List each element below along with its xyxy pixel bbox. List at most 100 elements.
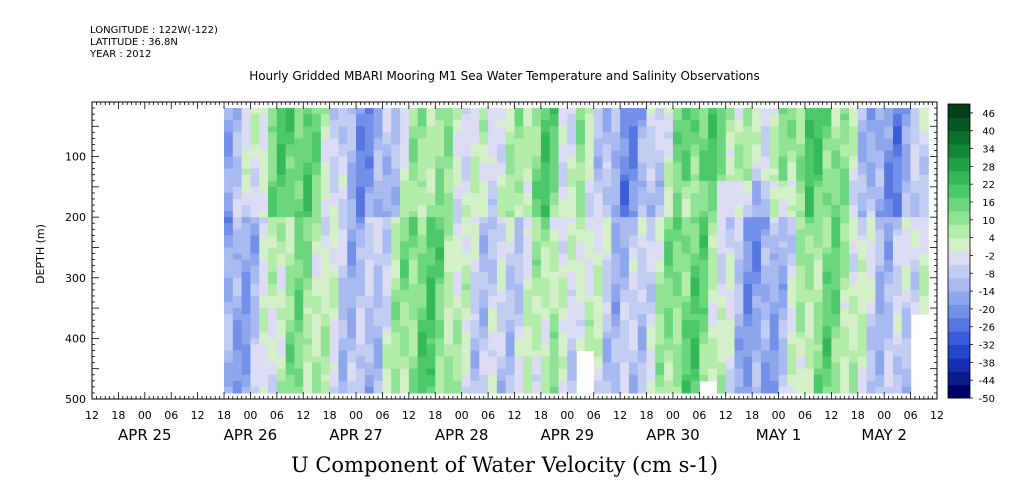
heat-cell xyxy=(866,211,876,218)
heat-cell xyxy=(285,302,296,309)
heat-cell xyxy=(699,198,709,206)
heat-cell xyxy=(760,198,771,206)
heat-cell xyxy=(593,126,604,133)
heat-cell xyxy=(294,259,304,267)
heat-cell xyxy=(558,295,568,303)
heat-cell xyxy=(848,241,859,249)
heat-cell xyxy=(356,265,366,273)
heat-cell xyxy=(461,211,472,218)
heat-cell xyxy=(637,356,648,364)
heat-cell xyxy=(813,277,824,285)
heat-cell xyxy=(356,338,366,346)
x-day-label: APR 28 xyxy=(435,426,489,444)
heat-cell xyxy=(866,229,876,236)
heat-cell xyxy=(347,205,357,212)
heat-cell xyxy=(259,265,269,273)
heat-cell xyxy=(488,302,498,309)
heat-cell xyxy=(699,265,709,273)
heat-cell xyxy=(804,217,815,224)
heat-cell xyxy=(857,386,868,394)
heat-cell xyxy=(593,235,604,243)
heat-cell xyxy=(664,120,674,127)
heat-cell xyxy=(444,368,454,376)
heat-cell xyxy=(356,108,366,115)
heat-cell xyxy=(461,362,472,370)
heat-cell xyxy=(224,271,234,279)
heat-cell xyxy=(848,368,859,376)
heat-cell xyxy=(496,223,507,230)
heat-cell xyxy=(452,211,463,218)
heat-cell xyxy=(646,150,656,158)
heat-cell xyxy=(532,132,542,139)
heat-cell xyxy=(268,132,278,139)
heat-cell xyxy=(505,150,516,158)
heat-cell xyxy=(567,344,577,352)
heat-cell xyxy=(848,253,859,261)
heat-cell xyxy=(734,144,744,152)
heat-cell xyxy=(505,174,516,182)
heat-cell xyxy=(875,247,885,255)
heat-cell xyxy=(901,283,912,291)
heat-cell xyxy=(831,380,841,388)
heat-cell xyxy=(232,332,243,339)
heat-cell xyxy=(655,308,665,315)
heat-cell xyxy=(602,217,612,224)
heat-cell xyxy=(408,380,419,388)
heat-cell xyxy=(628,362,639,370)
heat-cell xyxy=(655,253,665,261)
heat-cell xyxy=(716,302,727,309)
heat-cell xyxy=(408,241,419,249)
heat-cell xyxy=(470,186,480,194)
heat-cell xyxy=(848,174,859,182)
heat-cell xyxy=(567,138,577,146)
heat-cell xyxy=(672,156,683,164)
heat-cell xyxy=(760,247,771,255)
heat-cell xyxy=(848,205,859,212)
heat-cell xyxy=(540,368,551,376)
heat-cell xyxy=(558,144,568,152)
heat-cell xyxy=(347,229,357,236)
heat-cell xyxy=(655,386,665,394)
heat-cell xyxy=(690,368,700,376)
heat-cell xyxy=(884,302,894,309)
heat-cell xyxy=(804,186,815,194)
heat-cell xyxy=(241,114,252,121)
heat-cell xyxy=(558,289,568,297)
heat-cell xyxy=(646,180,656,188)
heat-cell xyxy=(875,368,885,376)
heat-cell xyxy=(655,235,665,243)
heat-cell xyxy=(294,253,304,261)
heat-cell xyxy=(857,247,868,255)
heat-cell xyxy=(884,295,894,303)
heat-cell xyxy=(364,350,375,358)
heat-cell xyxy=(655,283,665,291)
heat-cell xyxy=(452,156,463,164)
heat-cell xyxy=(356,314,366,321)
heat-cell xyxy=(681,120,692,127)
heat-cell xyxy=(875,326,885,333)
heat-cell xyxy=(892,205,903,212)
heat-cell xyxy=(884,223,894,230)
heat-cell xyxy=(646,326,656,333)
heat-cell xyxy=(734,247,744,255)
heat-cell xyxy=(250,350,260,358)
heat-cell xyxy=(479,271,489,279)
heat-cell xyxy=(901,259,912,267)
heat-cell xyxy=(848,217,859,224)
heat-cell xyxy=(910,114,920,121)
heat-cell xyxy=(778,277,788,285)
heat-cell xyxy=(417,344,428,352)
heat-cell xyxy=(734,277,744,285)
heat-cell xyxy=(655,180,665,188)
heat-cell xyxy=(769,235,780,243)
heat-cell xyxy=(822,283,832,291)
heat-cell xyxy=(866,168,876,176)
heat-cell xyxy=(408,150,419,158)
heat-cell xyxy=(532,198,542,206)
heat-cell xyxy=(435,198,445,206)
heat-cell xyxy=(567,235,577,243)
heat-cell xyxy=(655,332,665,339)
heat-cell xyxy=(593,108,604,115)
heat-cell xyxy=(268,332,278,339)
heat-cell xyxy=(329,362,340,370)
